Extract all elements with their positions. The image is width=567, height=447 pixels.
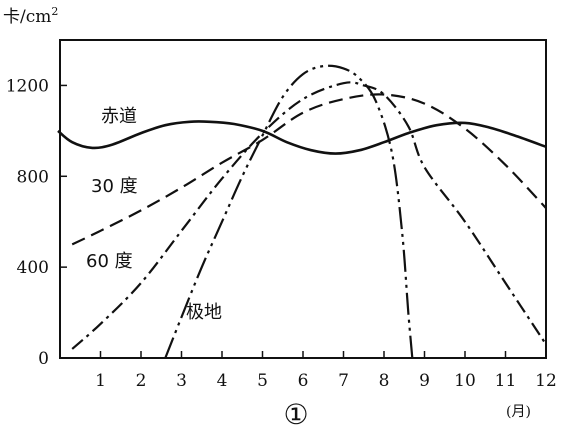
label-30-degree: 30 度 bbox=[91, 176, 138, 197]
x-tick-label: 12 bbox=[535, 371, 557, 391]
label-polar: 极地 bbox=[186, 302, 222, 323]
y-axis-unit: 卡/cm2 bbox=[3, 5, 58, 27]
x-tick-label: 4 bbox=[217, 371, 228, 391]
x-tick-label: 3 bbox=[176, 371, 187, 391]
label-60-degree: 60 度 bbox=[86, 251, 133, 272]
x-tick-label: 8 bbox=[379, 371, 390, 391]
y-tick-label: 400 bbox=[17, 258, 49, 278]
axis-ticks bbox=[60, 84, 547, 359]
x-tick-label: 11 bbox=[495, 371, 517, 391]
x-tick-label: 1 bbox=[95, 371, 106, 391]
x-tick-label: 5 bbox=[257, 371, 268, 391]
y-tick-label: 800 bbox=[17, 167, 49, 187]
y-tick-label: 1200 bbox=[6, 76, 49, 96]
figure-number: ① bbox=[283, 398, 308, 431]
x-tick-label: 7 bbox=[338, 371, 349, 391]
y-tick-label: 0 bbox=[38, 349, 49, 369]
series-lines bbox=[57, 64, 547, 359]
lat-30-line bbox=[71, 93, 547, 246]
x-axis-unit: (月) bbox=[506, 404, 531, 420]
x-tick-label: 2 bbox=[136, 371, 147, 391]
plot-frame bbox=[59, 39, 547, 359]
label-equator: 赤道 bbox=[101, 106, 137, 127]
x-tick-label: 6 bbox=[298, 371, 309, 391]
x-tick-label: 9 bbox=[419, 371, 430, 391]
lat-60-line bbox=[71, 81, 547, 350]
plot-border bbox=[59, 39, 547, 359]
x-tick-label: 10 bbox=[454, 371, 476, 391]
